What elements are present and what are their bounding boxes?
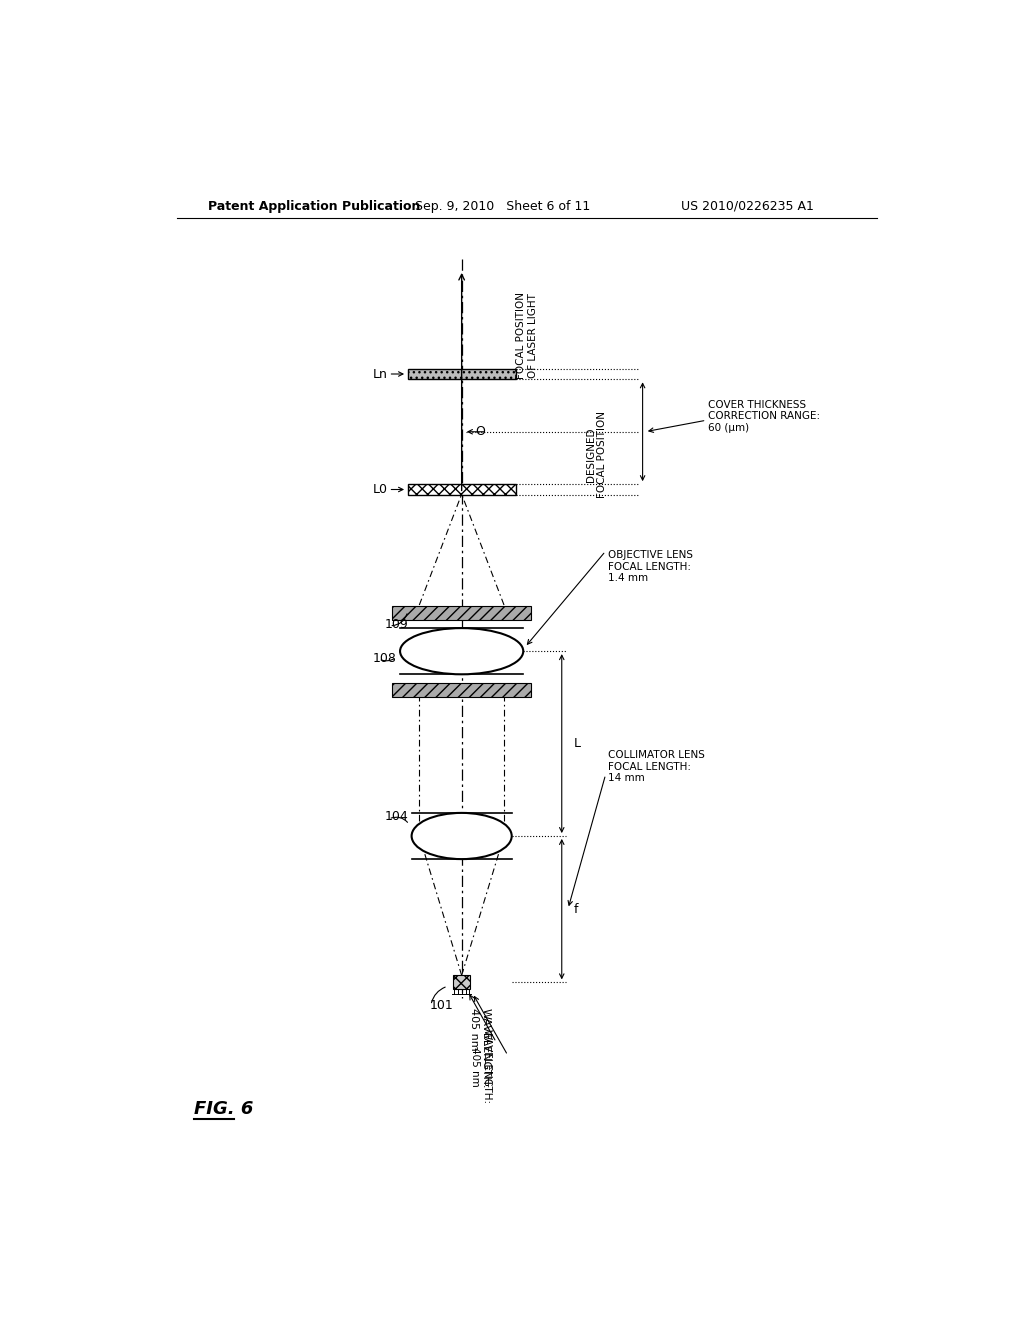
Text: 108: 108 xyxy=(373,652,397,665)
Bar xyxy=(392,682,531,697)
Text: L0: L0 xyxy=(373,483,388,496)
Text: US 2010/0226235 A1: US 2010/0226235 A1 xyxy=(681,199,814,213)
Text: OBJECTIVE LENS
FOCAL LENGTH:
1.4 mm: OBJECTIVE LENS FOCAL LENGTH: 1.4 mm xyxy=(608,550,693,583)
Text: Ln: Ln xyxy=(373,367,388,380)
Text: L: L xyxy=(573,737,581,750)
Text: COVER THICKNESS
CORRECTION RANGE:
60 (μm): COVER THICKNESS CORRECTION RANGE: 60 (μm… xyxy=(708,400,820,433)
Text: FIG. 6: FIG. 6 xyxy=(194,1101,253,1118)
Text: O: O xyxy=(475,425,485,438)
Bar xyxy=(408,484,515,495)
Text: WAVELENGTH:
405 nm: WAVELENGTH: 405 nm xyxy=(469,1007,490,1088)
Bar xyxy=(392,606,531,619)
Text: COLLIMATOR LENS
FOCAL LENGTH:
14 mm: COLLIMATOR LENS FOCAL LENGTH: 14 mm xyxy=(608,750,705,783)
Bar xyxy=(454,975,470,989)
Bar xyxy=(408,368,515,379)
Text: 101: 101 xyxy=(429,999,453,1012)
Text: 109: 109 xyxy=(385,618,409,631)
Text: 104: 104 xyxy=(385,810,409,824)
Text: FOCAL POSITION
OF LASER LIGHT: FOCAL POSITION OF LASER LIGHT xyxy=(516,292,538,379)
Text: Sep. 9, 2010   Sheet 6 of 11: Sep. 9, 2010 Sheet 6 of 11 xyxy=(416,199,591,213)
Text: WAVELENGTH:
405 nm: WAVELENGTH: 405 nm xyxy=(470,1030,492,1105)
Text: Patent Application Publication: Patent Application Publication xyxy=(208,199,420,213)
Text: DESIGNED
FOCAL POSITION: DESIGNED FOCAL POSITION xyxy=(586,412,607,499)
Text: f: f xyxy=(573,903,578,916)
Ellipse shape xyxy=(412,813,512,859)
Ellipse shape xyxy=(400,628,523,675)
